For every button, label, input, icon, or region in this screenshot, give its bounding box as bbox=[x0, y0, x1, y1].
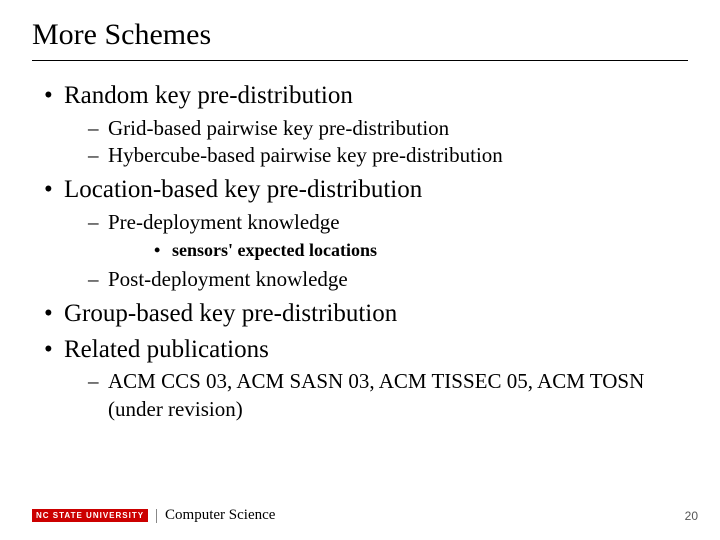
sub-bullet-text: Pre-deployment knowledge bbox=[108, 210, 340, 234]
sub-bullet-item: Pre-deployment knowledge sensors' expect… bbox=[64, 209, 688, 263]
bullet-item: Group-based key pre-distribution bbox=[40, 297, 688, 331]
sub-bullet-item: Hybercube-based pairwise key pre-distrib… bbox=[64, 142, 688, 169]
page-number: 20 bbox=[685, 509, 698, 523]
sub-bullet-item: Post-deployment knowledge bbox=[64, 266, 688, 293]
slide: More Schemes Random key pre-distribution… bbox=[0, 0, 720, 540]
bullet-text: Random key pre-distribution bbox=[64, 82, 353, 109]
sub-bullet-text: ACM CCS 03, ACM SASN 03, ACM TISSEC 05, … bbox=[108, 369, 644, 420]
logo-separator bbox=[156, 509, 157, 523]
bullet-item: Related publications ACM CCS 03, ACM SAS… bbox=[40, 333, 688, 423]
subsub-bullet-text: sensors' expected locations bbox=[172, 240, 377, 260]
bullet-item: Location-based key pre-distribution Pre-… bbox=[40, 173, 688, 293]
sub-bullet-text: Post-deployment knowledge bbox=[108, 267, 348, 291]
bullet-text: Related publications bbox=[64, 336, 269, 363]
sub-bullet-item: Grid-based pairwise key pre-distribution bbox=[64, 115, 688, 142]
sub-bullet-list: Pre-deployment knowledge sensors' expect… bbox=[64, 209, 688, 293]
slide-content: Random key pre-distribution Grid-based p… bbox=[32, 79, 688, 423]
bullet-text: Group-based key pre-distribution bbox=[64, 300, 397, 327]
sub-bullet-text: Hybercube-based pairwise key pre-distrib… bbox=[108, 143, 503, 167]
sub-bullet-list: Grid-based pairwise key pre-distribution… bbox=[64, 115, 688, 170]
slide-title: More Schemes bbox=[32, 18, 688, 61]
university-logo: NC STATE UNIVERSITY Computer Science bbox=[32, 507, 275, 524]
bullet-item: Random key pre-distribution Grid-based p… bbox=[40, 79, 688, 169]
slide-footer: NC STATE UNIVERSITY Computer Science 20 bbox=[32, 507, 698, 524]
subsub-bullet-item: sensors' expected locations bbox=[108, 238, 688, 263]
sub-bullet-text: Grid-based pairwise key pre-distribution bbox=[108, 116, 449, 140]
department-label: Computer Science bbox=[165, 507, 275, 524]
sub-bullet-item: ACM CCS 03, ACM SASN 03, ACM TISSEC 05, … bbox=[64, 368, 688, 423]
sub-bullet-list: ACM CCS 03, ACM SASN 03, ACM TISSEC 05, … bbox=[64, 368, 688, 423]
subsub-bullet-list: sensors' expected locations bbox=[108, 238, 688, 263]
bullet-text: Location-based key pre-distribution bbox=[64, 176, 422, 203]
logo-badge: NC STATE UNIVERSITY bbox=[32, 509, 148, 522]
bullet-list: Random key pre-distribution Grid-based p… bbox=[40, 79, 688, 423]
